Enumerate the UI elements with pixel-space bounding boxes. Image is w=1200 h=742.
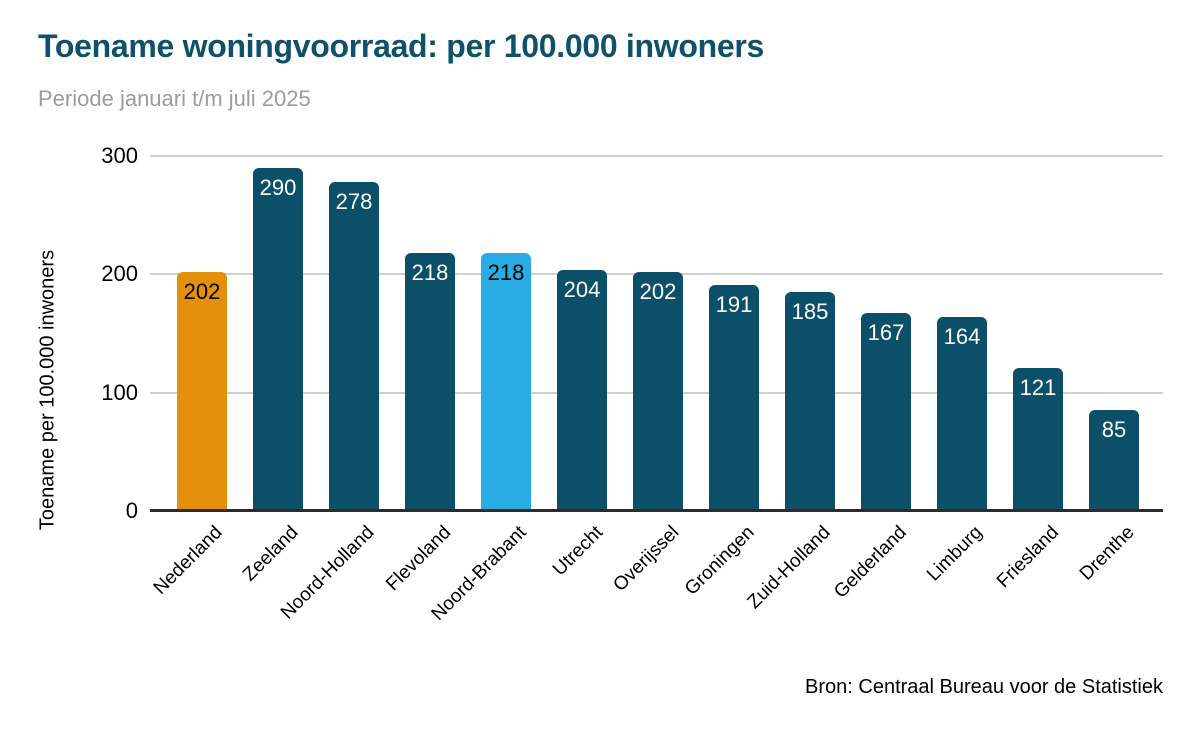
- bar-value-label: 191: [715, 292, 753, 317]
- chart-title: Toename woningvoorraad: per 100.000 inwo…: [38, 28, 764, 64]
- bar: 290: [253, 168, 303, 511]
- bar-value-label: 185: [791, 299, 829, 324]
- bar: 202: [633, 272, 683, 511]
- x-tick-label: Groningen: [681, 522, 759, 600]
- bar: 185: [785, 292, 835, 511]
- bar-value-label: 290: [259, 175, 297, 200]
- bar: 278: [329, 182, 379, 511]
- bar-value-label: 167: [867, 320, 905, 345]
- bar-value-label: 121: [1019, 375, 1057, 400]
- y-tick-label: 0: [125, 498, 138, 523]
- bar-value-label: 278: [335, 189, 373, 214]
- x-tick-label: Limburg: [923, 522, 987, 586]
- x-tick-label: Drenthe: [1076, 522, 1139, 585]
- bar-value-label: 202: [639, 279, 677, 304]
- bar-value-label: 218: [411, 260, 449, 285]
- bar: 167: [861, 313, 911, 511]
- x-tick-label: Utrecht: [548, 522, 607, 581]
- x-tick-label: Zeeland: [239, 522, 303, 586]
- source-note: Bron: Centraal Bureau voor de Statistiek: [805, 676, 1163, 698]
- bar-value-label: 218: [487, 260, 525, 285]
- bar: 164: [937, 317, 987, 511]
- chart-subtitle: Periode januari t/m juli 2025: [38, 86, 311, 111]
- bar: 85: [1089, 410, 1139, 511]
- x-axis-line: [150, 509, 1163, 512]
- grid-line: [150, 155, 1163, 157]
- y-tick-label: 200: [101, 261, 138, 287]
- bar: 218: [481, 253, 531, 511]
- x-tick-label: Nederland: [150, 522, 227, 599]
- bar: 121: [1013, 368, 1063, 511]
- bar-value-label: 85: [1101, 417, 1127, 442]
- x-tick-label: Flevoland: [381, 522, 455, 596]
- bar: 218: [405, 253, 455, 511]
- x-tick-label: Friesland: [992, 522, 1063, 593]
- bar: 202: [177, 272, 227, 511]
- x-tick-label: Overijssel: [609, 522, 683, 596]
- bar-value-label: 204: [563, 277, 601, 302]
- x-tick-label: Gelderland: [830, 522, 911, 603]
- y-tick-label: 100: [101, 379, 138, 405]
- y-axis-title: Toename per 100.000 inwoners: [36, 249, 59, 531]
- bar: 204: [557, 270, 607, 511]
- bar: 191: [709, 285, 759, 511]
- bar-value-label: 164: [943, 324, 981, 349]
- bar-value-label: 202: [183, 279, 221, 304]
- y-tick-label: 300: [101, 143, 138, 168]
- plot-area: 202 290 278 218 218 204 202 191 185 167 164 121 85: [150, 155, 1163, 512]
